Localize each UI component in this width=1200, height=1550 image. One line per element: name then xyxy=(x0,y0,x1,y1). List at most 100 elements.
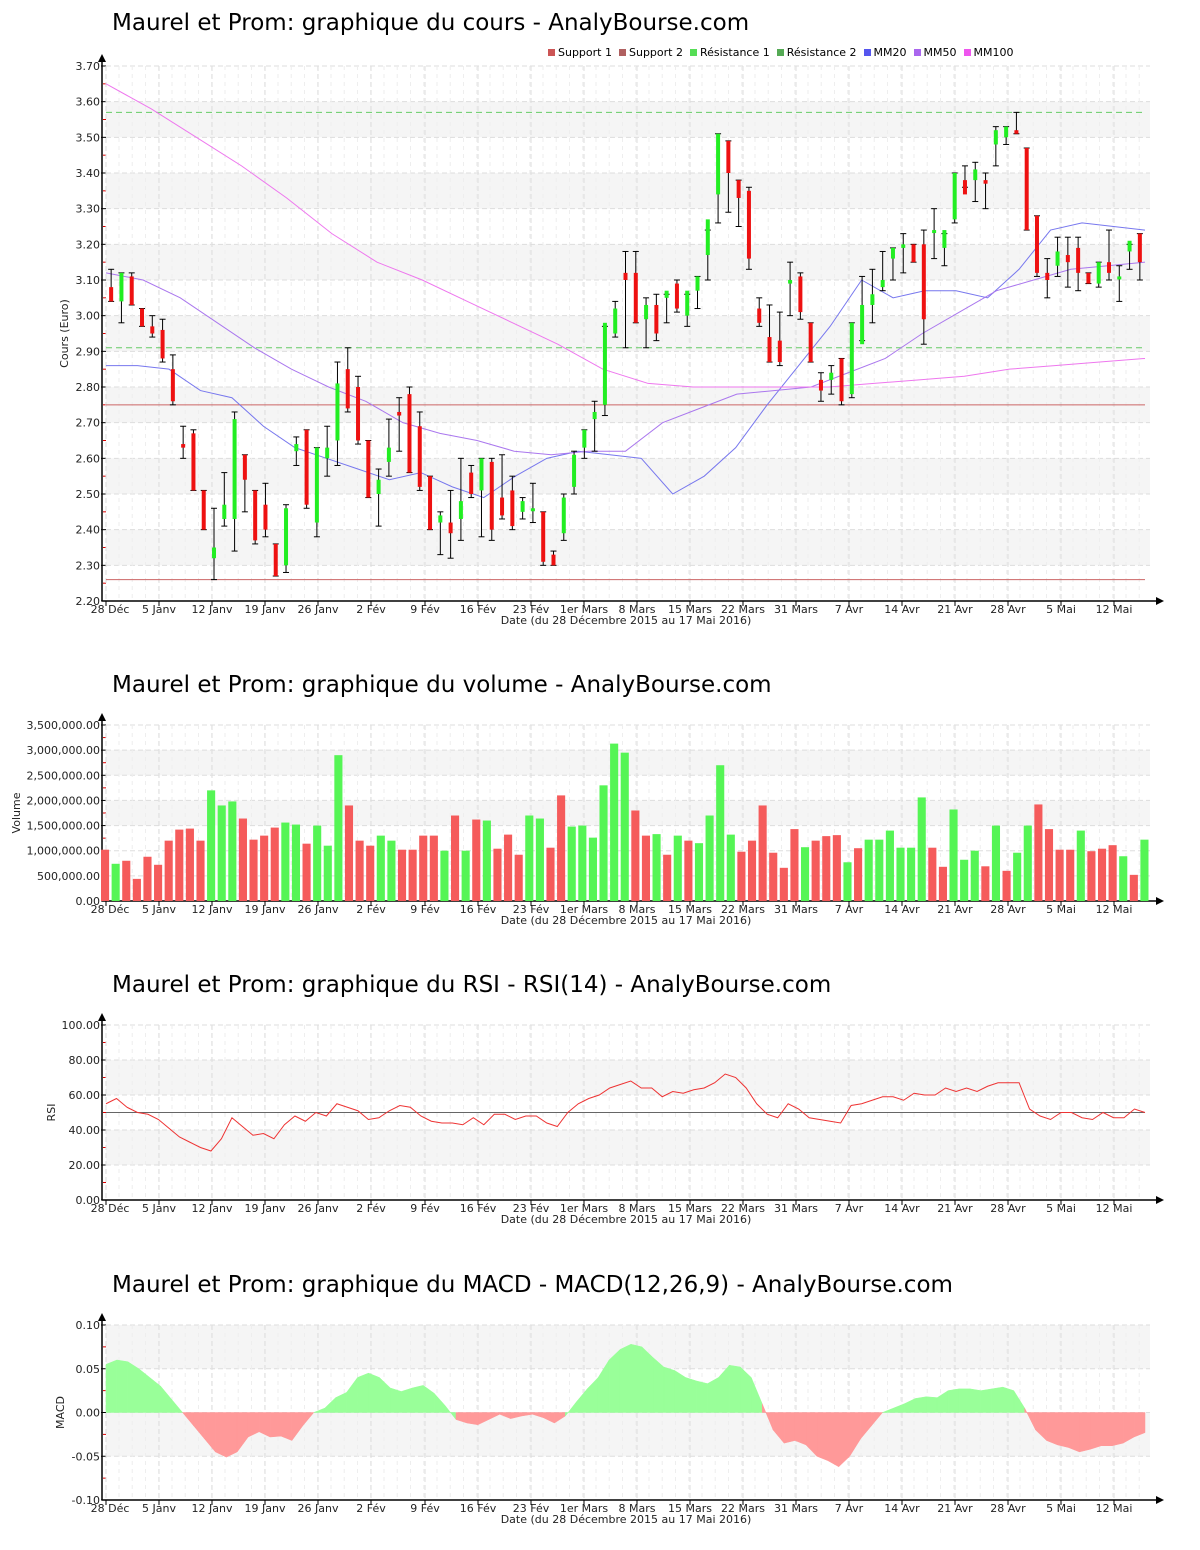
svg-text:12 Mai: 12 Mai xyxy=(1096,603,1133,616)
svg-text:12 Janv: 12 Janv xyxy=(192,1502,233,1515)
svg-text:-0.05: -0.05 xyxy=(72,1450,100,1463)
svg-text:21 Avr: 21 Avr xyxy=(937,1202,973,1215)
svg-text:19 Janv: 19 Janv xyxy=(245,1502,286,1515)
svg-text:28 Avr: 28 Avr xyxy=(990,1502,1026,1515)
svg-text:14 Avr: 14 Avr xyxy=(884,1202,920,1215)
svg-text:2.30: 2.30 xyxy=(76,559,101,572)
svg-text:22 Mars: 22 Mars xyxy=(721,1502,765,1515)
svg-text:22 Mars: 22 Mars xyxy=(721,603,765,616)
svg-text:20.00: 20.00 xyxy=(69,1159,101,1172)
svg-text:0.00: 0.00 xyxy=(76,895,101,908)
svg-text:5 Janv: 5 Janv xyxy=(142,903,176,916)
svg-text:2 Fév: 2 Fév xyxy=(356,603,386,616)
svg-text:5 Mai: 5 Mai xyxy=(1046,603,1076,616)
svg-text:2 Fév: 2 Fév xyxy=(356,1202,386,1215)
svg-text:5 Mai: 5 Mai xyxy=(1046,903,1076,916)
svg-text:Volume: Volume xyxy=(10,792,23,833)
svg-text:3.50: 3.50 xyxy=(76,131,101,144)
svg-text:1er Mars: 1er Mars xyxy=(560,1202,609,1215)
legend-swatch-icon xyxy=(548,49,555,56)
svg-text:26 Janv: 26 Janv xyxy=(298,603,339,616)
svg-text:28 Avr: 28 Avr xyxy=(990,903,1026,916)
svg-text:31 Mars: 31 Mars xyxy=(774,603,818,616)
svg-text:9 Fév: 9 Fév xyxy=(410,903,440,916)
legend-swatch-icon xyxy=(863,49,871,56)
svg-text:23 Fév: 23 Fév xyxy=(513,1502,550,1515)
svg-text:8 Mars: 8 Mars xyxy=(619,603,656,616)
svg-text:12 Janv: 12 Janv xyxy=(192,603,233,616)
svg-text:2 Fév: 2 Fév xyxy=(356,903,386,916)
svg-text:15 Mars: 15 Mars xyxy=(668,603,712,616)
svg-text:15 Mars: 15 Mars xyxy=(668,903,712,916)
svg-text:26 Janv: 26 Janv xyxy=(298,1502,339,1515)
legend-swatch-icon xyxy=(776,49,784,56)
svg-text:2.40: 2.40 xyxy=(76,524,101,537)
legend-item: Support 1 xyxy=(548,46,612,59)
rsi-line-chart: 0.00 20.00 40.00 60.00 80.00 100.00 28 Déc 5 Ja… xyxy=(45,1013,1164,1226)
svg-text:31 Mars: 31 Mars xyxy=(774,1502,818,1515)
svg-text:12 Janv: 12 Janv xyxy=(192,1202,233,1215)
svg-text:8 Mars: 8 Mars xyxy=(619,903,656,916)
legend-item: MM50 xyxy=(913,46,957,59)
svg-text:0.10: 0.10 xyxy=(76,1319,101,1332)
macd-chart-panel: Maurel et Prom: graphique du MACD - MACD… xyxy=(0,1260,1200,1550)
svg-text:3.30: 3.30 xyxy=(76,203,101,216)
svg-text:5 Janv: 5 Janv xyxy=(142,1502,176,1515)
svg-text:1er Mars: 1er Mars xyxy=(560,1502,609,1515)
svg-text:14 Avr: 14 Avr xyxy=(884,1502,920,1515)
svg-text:14 Avr: 14 Avr xyxy=(884,903,920,916)
legend-item: MM100 xyxy=(963,46,1014,59)
svg-text:15 Mars: 15 Mars xyxy=(668,1202,712,1215)
svg-text:21 Avr: 21 Avr xyxy=(937,903,973,916)
chart-legend: Support 1 Support 2 Résistance 1 Résistance… xyxy=(548,46,1016,59)
legend-item: Support 2 xyxy=(618,46,683,59)
svg-text:2.90: 2.90 xyxy=(76,345,101,358)
legend-label: Support 1 xyxy=(558,46,612,59)
svg-text:Date (du 28 Décembre 2015 au 1: Date (du 28 Décembre 2015 au 17 Mai 2016… xyxy=(501,914,752,927)
svg-text:2,500,000.00: 2,500,000.00 xyxy=(27,769,100,782)
svg-text:Date (du 28 Décembre 2015 au 1: Date (du 28 Décembre 2015 au 17 Mai 2016… xyxy=(501,1513,752,1526)
svg-text:19 Janv: 19 Janv xyxy=(245,603,286,616)
svg-text:3.70: 3.70 xyxy=(76,60,101,73)
svg-text:-0.10: -0.10 xyxy=(72,1494,100,1507)
chart-title: Maurel et Prom: graphique du RSI - RSI(1… xyxy=(112,972,832,998)
svg-text:0.00: 0.00 xyxy=(76,1194,101,1207)
svg-text:28 Déc: 28 Déc xyxy=(91,1502,130,1515)
svg-text:Date (du 28 Décembre 2015 au 1: Date (du 28 Décembre 2015 au 17 Mai 2016… xyxy=(501,1213,752,1226)
legend-label: MM100 xyxy=(973,46,1014,59)
svg-text:22 Mars: 22 Mars xyxy=(721,1202,765,1215)
svg-text:12 Janv: 12 Janv xyxy=(192,903,233,916)
svg-text:3.00: 3.00 xyxy=(76,310,101,323)
svg-text:12 Mai: 12 Mai xyxy=(1096,903,1133,916)
svg-text:40.00: 40.00 xyxy=(69,1124,101,1137)
svg-text:2.60: 2.60 xyxy=(76,452,101,465)
volume-bar-chart: 0.00 500,000.00 1,000,000.00 1,500,000.00 2,… xyxy=(10,713,1164,927)
legend-swatch-icon xyxy=(913,49,921,56)
svg-text:28 Déc: 28 Déc xyxy=(91,903,130,916)
svg-text:28 Déc: 28 Déc xyxy=(91,1202,130,1215)
svg-text:0.00: 0.00 xyxy=(76,1407,101,1420)
chart-title: Maurel et Prom: graphique du MACD - MACD… xyxy=(112,1272,953,1298)
svg-text:26 Janv: 26 Janv xyxy=(298,1202,339,1215)
svg-text:5 Janv: 5 Janv xyxy=(142,603,176,616)
svg-text:MACD: MACD xyxy=(54,1396,67,1429)
svg-text:22 Mars: 22 Mars xyxy=(721,903,765,916)
svg-text:2.20: 2.20 xyxy=(76,595,101,608)
svg-text:80.00: 80.00 xyxy=(69,1054,101,1067)
svg-text:12 Mai: 12 Mai xyxy=(1096,1202,1133,1215)
legend-label: Résistance 2 xyxy=(786,46,857,59)
svg-text:3,000,000.00: 3,000,000.00 xyxy=(27,744,100,757)
svg-text:5 Mai: 5 Mai xyxy=(1046,1202,1076,1215)
legend-swatch-icon xyxy=(963,49,971,56)
macd-area-chart: -0.10 -0.05 0.00 0.05 0.10 28 Déc 5 Janv 12 Jan… xyxy=(54,1313,1164,1526)
svg-text:60.00: 60.00 xyxy=(69,1089,101,1102)
svg-text:21 Avr: 21 Avr xyxy=(937,1502,973,1515)
svg-text:0.05: 0.05 xyxy=(76,1363,101,1376)
svg-text:19 Janv: 19 Janv xyxy=(245,903,286,916)
svg-text:31 Mars: 31 Mars xyxy=(774,1202,818,1215)
legend-label: MM20 xyxy=(873,46,907,59)
svg-text:19 Janv: 19 Janv xyxy=(245,1202,286,1215)
svg-text:2.70: 2.70 xyxy=(76,417,101,430)
svg-text:2.80: 2.80 xyxy=(76,381,101,394)
svg-text:500,000.00: 500,000.00 xyxy=(37,870,100,883)
